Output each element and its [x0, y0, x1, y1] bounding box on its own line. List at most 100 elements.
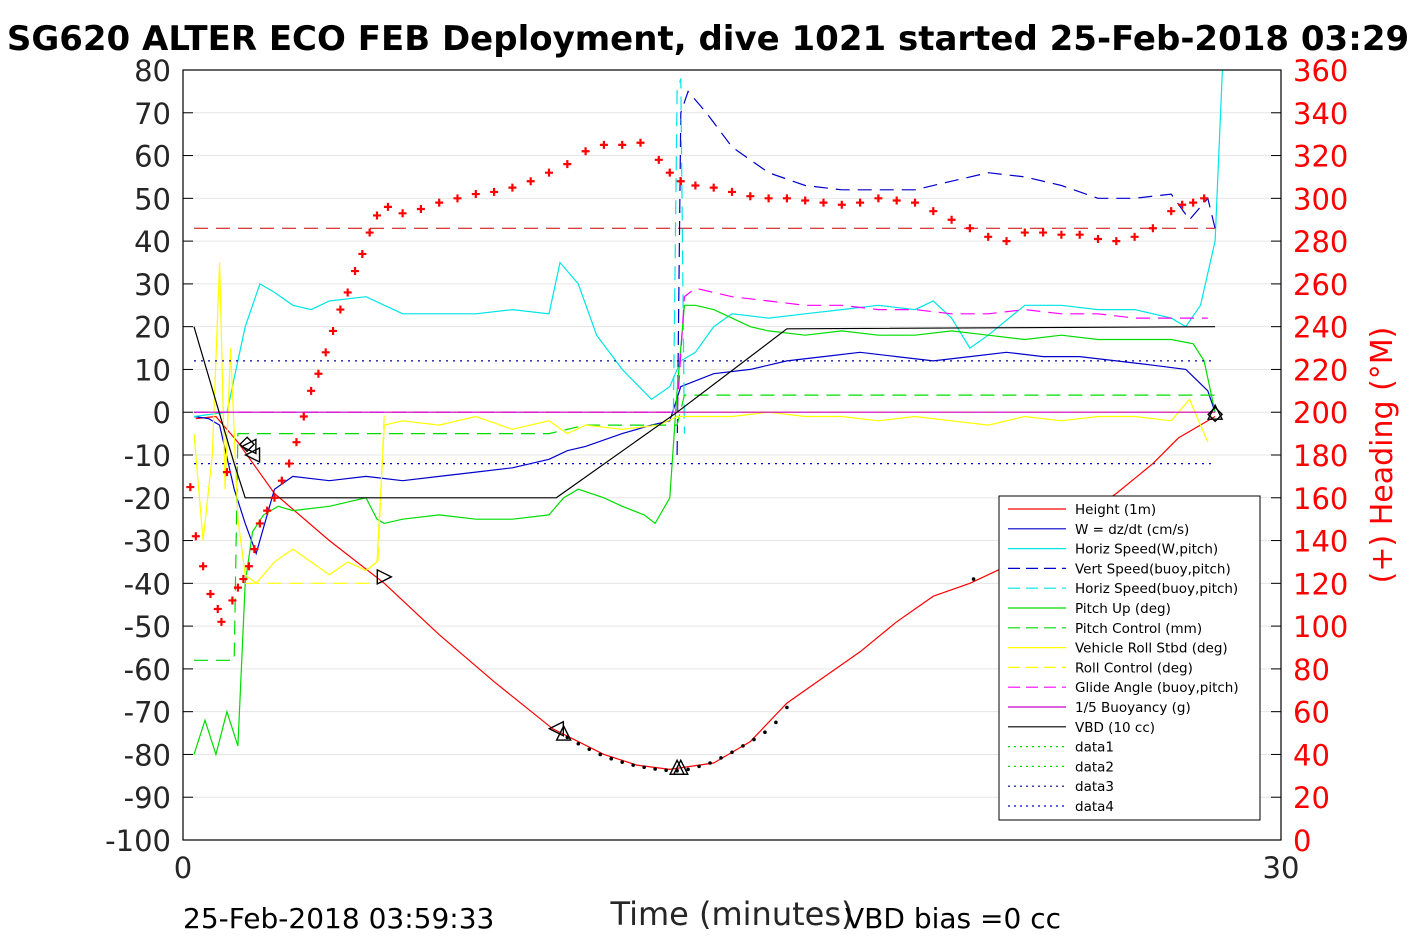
heading-point [819, 198, 828, 207]
sample-dot [763, 730, 767, 734]
series-line-9 [194, 287, 1208, 413]
heading-point [1002, 237, 1011, 246]
legend-label: VBD (10 cc) [1075, 720, 1155, 736]
legend-label: data4 [1075, 799, 1114, 815]
y-tick-label: 80 [134, 54, 171, 88]
heading-point [984, 232, 993, 241]
heading-point [911, 198, 919, 207]
heading-point [1200, 194, 1209, 203]
y-tick-label: 30 [134, 268, 171, 302]
marker-layer [239, 403, 1224, 775]
sample-dot [587, 747, 592, 752]
legend-label: data1 [1075, 740, 1114, 756]
legend-label: Pitch Up (deg) [1075, 601, 1171, 617]
sample-dot [609, 756, 614, 761]
legend-label: Height (1m) [1075, 502, 1156, 518]
heading-point [801, 196, 810, 205]
heading-point [233, 583, 242, 592]
y2-tick-label: 240 [1293, 311, 1348, 345]
heading-point [563, 160, 572, 169]
triangle-marker [672, 758, 689, 775]
y2-tick-label: 200 [1293, 396, 1348, 430]
heading-point [965, 224, 974, 233]
heading-point [545, 168, 553, 177]
heading-point [746, 192, 755, 201]
heading-point [250, 545, 259, 554]
heading-point [213, 605, 222, 613]
heading-point [508, 183, 517, 192]
legend: Height (1m) W = dz/dt (cm/s) Horiz Speed(W… [998, 495, 1261, 821]
y2-tick-label: 20 [1293, 781, 1330, 815]
heading-point [728, 187, 736, 196]
series-line-11 [193, 326, 1216, 499]
x-axis-ticks: 0 30 [174, 851, 1300, 885]
heading-point [299, 412, 308, 421]
heading-point [336, 305, 345, 314]
heading-point [1167, 207, 1176, 216]
legend-label: Pitch Control (mm) [1075, 621, 1202, 637]
legend-box [998, 495, 1261, 821]
heading-point [471, 190, 480, 199]
y2-tick-label: 220 [1293, 353, 1348, 387]
x-tick-label: 30 [1263, 851, 1300, 885]
heading-point [654, 155, 663, 164]
y2-tick-label: 260 [1293, 268, 1348, 302]
sample-dot [708, 761, 712, 765]
y-tick-label: -80 [124, 738, 171, 772]
heading-point [206, 590, 215, 599]
y2-tick-label: 0 [1293, 824, 1311, 858]
heading-point [217, 617, 226, 626]
heading-point [222, 468, 231, 477]
y2-tick-label: 40 [1293, 738, 1330, 772]
y2-tick-label: 360 [1293, 54, 1348, 88]
heading-point [351, 267, 360, 276]
y2-tick-label: 140 [1293, 525, 1348, 559]
sample-dot [598, 752, 603, 757]
y-tick-label: -20 [124, 482, 171, 516]
y-tick-label: -30 [124, 525, 171, 559]
sample-dot [752, 737, 756, 742]
heading-point [277, 476, 286, 485]
series-line-2 [193, 69, 1223, 418]
sample-dot [730, 750, 734, 755]
heading-layer [186, 139, 1209, 626]
y-tick-label: 40 [134, 225, 171, 259]
heading-point [837, 200, 846, 209]
y2-tick-label: 160 [1293, 482, 1348, 516]
sample-dot [774, 720, 778, 725]
y-tick-label: 50 [134, 182, 171, 216]
heading-point [292, 438, 301, 447]
triangle-marker [1206, 403, 1224, 420]
heading-point [1178, 200, 1187, 209]
heading-point [526, 177, 535, 186]
triangle-marker [243, 446, 261, 464]
sample-dot [741, 744, 745, 748]
heading-point [1057, 230, 1066, 239]
heading-point [321, 348, 330, 357]
sample-dot [620, 760, 624, 764]
legend-label: W = dz/dt (cm/s) [1075, 522, 1189, 538]
y-tick-label: 0 [153, 396, 171, 430]
heading-point [1130, 232, 1139, 241]
legend-label: Vehicle Roll Stbd (deg) [1075, 641, 1228, 657]
sample-dot [576, 741, 581, 746]
diamond-marker [239, 436, 256, 453]
heading-point [398, 209, 407, 218]
legend-label: 1/5 Buoyancy (g) [1075, 700, 1191, 716]
legend-label: Glide Angle (buoy,pitch) [1075, 680, 1239, 696]
sample-dot [697, 764, 701, 769]
y2-tick-label: 280 [1293, 225, 1348, 259]
heading-point [228, 596, 237, 605]
sample-dot [631, 763, 635, 767]
footer-vbd-bias: VBD bias =0 cc [845, 902, 1061, 935]
sample-dot [785, 705, 789, 710]
y2-tick-label: 340 [1293, 97, 1348, 131]
heading-point [782, 194, 791, 203]
right-axis-label: (+) Heading (°M) [1365, 327, 1400, 584]
heading-point [1039, 228, 1048, 237]
heading-point [581, 147, 590, 156]
y2-tick-label: 60 [1293, 696, 1330, 730]
series-line-3 [676, 90, 1216, 456]
heading-point [358, 249, 367, 258]
legend-label: Horiz Speed(W,pitch) [1075, 542, 1218, 558]
